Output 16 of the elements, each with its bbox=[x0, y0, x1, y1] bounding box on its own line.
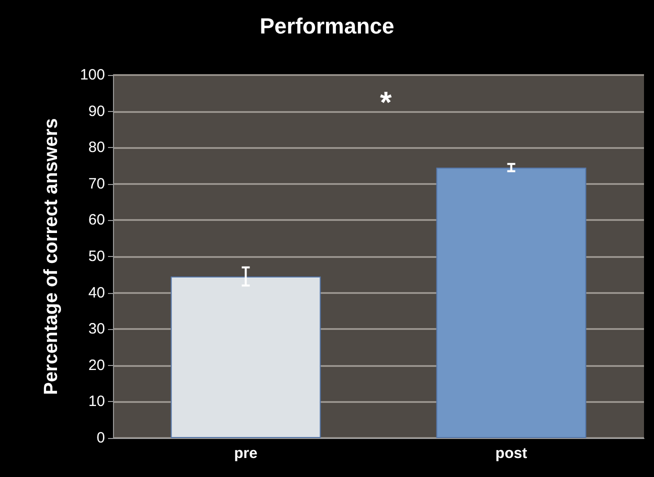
x-tick-label: pre bbox=[234, 445, 258, 462]
y-tick-label: 40 bbox=[88, 284, 105, 302]
y-tick-label: 100 bbox=[80, 66, 105, 84]
y-axis-title: Percentage of correct answers bbox=[41, 118, 62, 395]
y-tick-label: 80 bbox=[88, 139, 105, 156]
y-tick-label: 30 bbox=[88, 320, 105, 338]
y-tick-label: 90 bbox=[88, 102, 105, 120]
y-tick-label: 70 bbox=[88, 175, 105, 192]
y-tick-label: 50 bbox=[88, 248, 105, 265]
chart-title: Performance bbox=[260, 14, 394, 38]
y-tick-label: 60 bbox=[88, 212, 105, 229]
y-tick-label: 0 bbox=[96, 430, 105, 446]
annotation: * bbox=[380, 86, 392, 120]
x-tick-label: post bbox=[495, 445, 528, 462]
y-tick-label: 20 bbox=[88, 356, 105, 374]
y-tick-label: 10 bbox=[88, 393, 105, 410]
